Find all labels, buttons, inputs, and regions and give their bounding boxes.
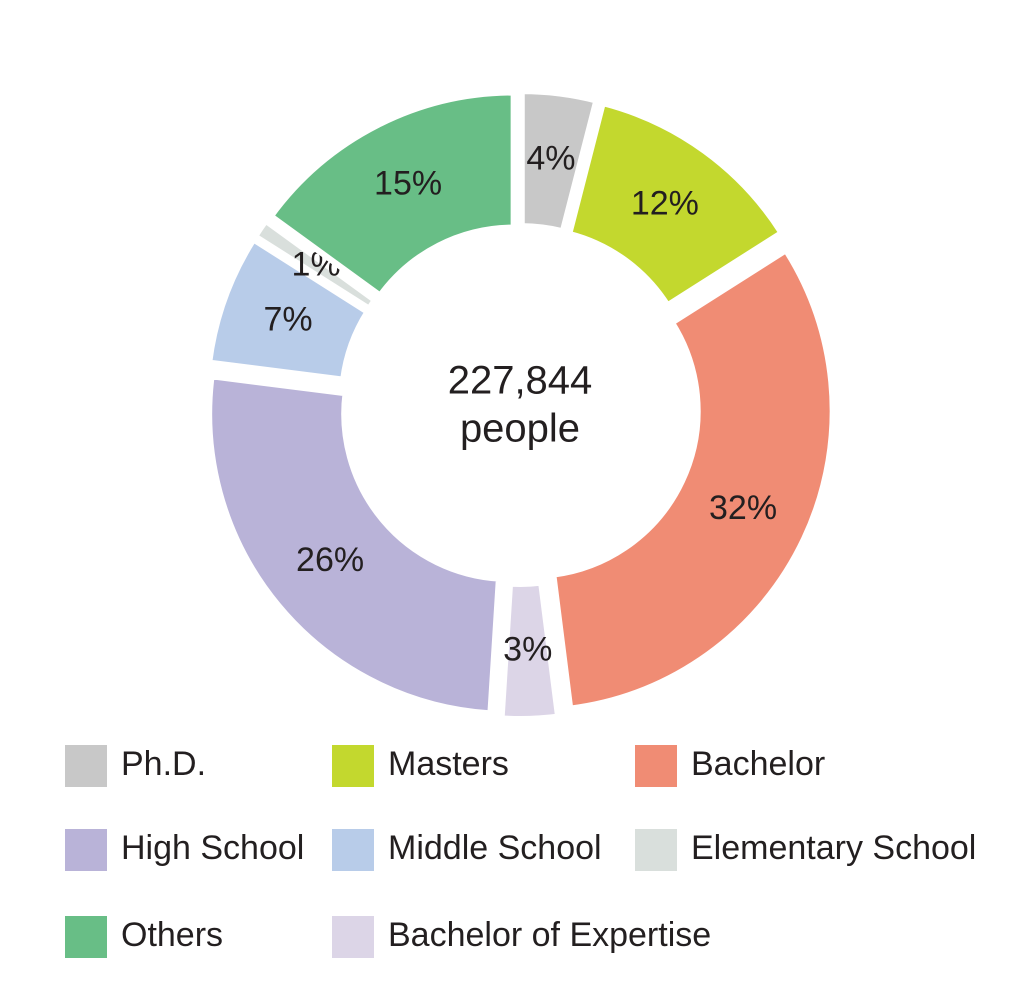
legend-label: Others: [121, 916, 223, 954]
data-label: 26%: [296, 541, 364, 579]
legend-swatch: [635, 829, 677, 871]
donut-slice: [549, 246, 836, 712]
legend-label: Middle School: [388, 829, 602, 867]
legend-swatch: [635, 745, 677, 787]
data-label: 7%: [264, 300, 313, 338]
donut-slice: [206, 372, 503, 717]
donut-slice: [205, 235, 372, 383]
center-text: people: [460, 407, 580, 451]
legend-swatch: [65, 745, 107, 787]
donut-slice: [266, 89, 517, 300]
legend-swatch: [65, 829, 107, 871]
donut-slice: [250, 216, 380, 313]
legend-label: Bachelor: [691, 745, 825, 783]
legend-label: High School: [121, 829, 304, 867]
data-label: 12%: [631, 185, 699, 223]
data-label: 3%: [503, 630, 552, 668]
legend-swatch: [332, 829, 374, 871]
data-label: 4%: [526, 139, 575, 177]
legend-label: Ph.D.: [121, 745, 206, 783]
donut-slice: [498, 579, 562, 722]
data-label: 32%: [709, 489, 777, 527]
legend-label: Elementary School: [691, 829, 976, 867]
center-text: 227,844: [448, 359, 593, 403]
legend-swatch: [332, 745, 374, 787]
donut-slice: [518, 88, 601, 235]
donut-slice: [565, 99, 786, 310]
data-label: 15%: [374, 164, 442, 202]
legend-label: Bachelor of Expertise: [388, 916, 711, 954]
legend-swatch: [65, 916, 107, 958]
legend-label: Masters: [388, 745, 509, 783]
legend-swatch: [332, 916, 374, 958]
